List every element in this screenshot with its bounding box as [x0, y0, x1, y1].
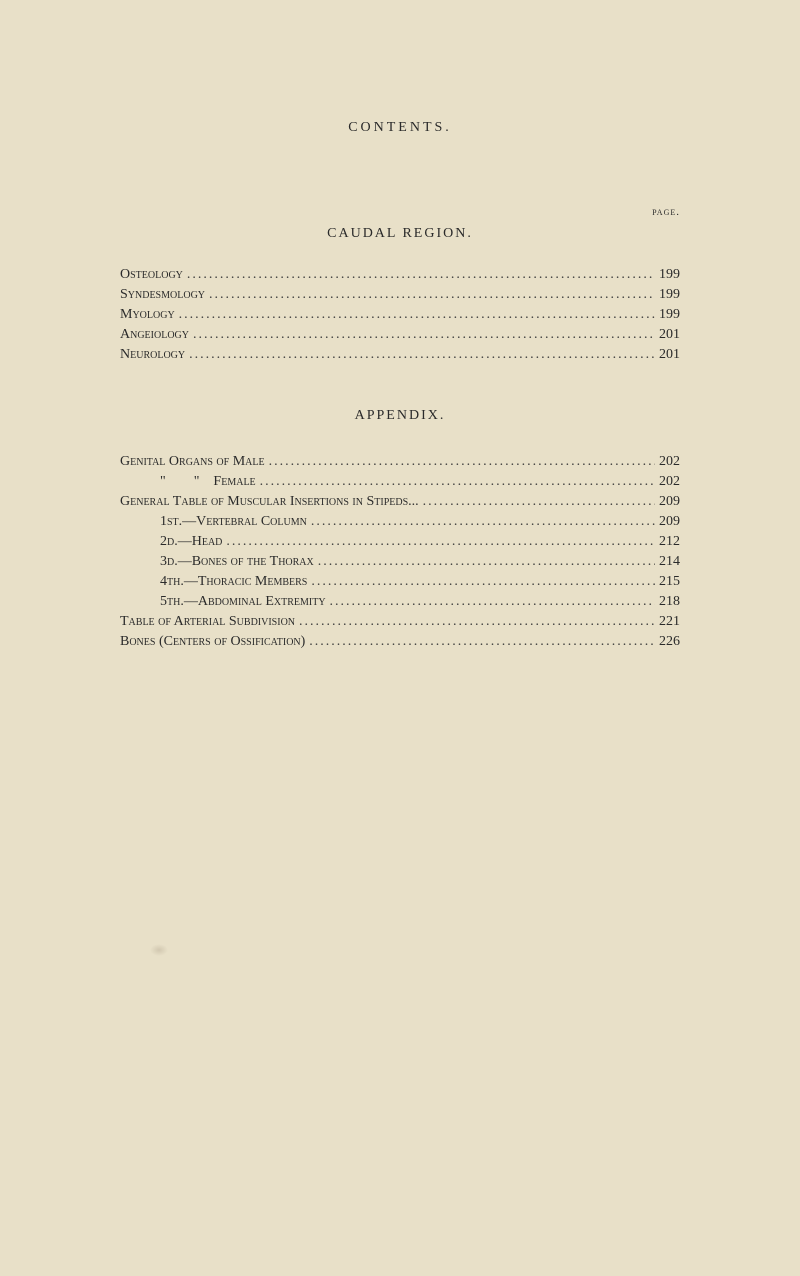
toc-dots: ........................................…	[193, 327, 655, 343]
toc-page-number: 221	[659, 614, 680, 630]
toc-page-number: 199	[659, 307, 680, 323]
toc-page-number: 199	[659, 287, 680, 303]
toc-entry: 3d.—Bones of the Thorax.................…	[120, 554, 680, 570]
toc-label: General Table of Muscular Insertions in …	[120, 494, 419, 510]
toc-page-number: 212	[659, 534, 680, 550]
toc-label: Table of Arterial Subdivision	[120, 614, 295, 630]
toc-page-number: 214	[659, 554, 680, 570]
toc-label: Osteology	[120, 267, 183, 283]
toc-label: Neurology	[120, 347, 185, 363]
page-label: page.	[120, 206, 680, 218]
toc-dots: ........................................…	[330, 594, 655, 610]
page-title: CONTENTS.	[120, 120, 680, 136]
toc-entry: 1st.—Vertebral Column...................…	[120, 514, 680, 530]
toc-dots: ........................................…	[311, 514, 655, 530]
toc-page-number: 209	[659, 494, 680, 510]
toc-page-number: 202	[659, 474, 680, 490]
toc-label: 5th.—Abdominal Extremity	[120, 594, 326, 610]
toc-entry: Osteology...............................…	[120, 267, 680, 283]
toc-dots: ........................................…	[189, 347, 655, 363]
toc-entry: 2d.—Head................................…	[120, 534, 680, 550]
toc-dots: ........................................…	[311, 574, 655, 590]
section-heading-appendix: APPENDIX.	[120, 408, 680, 424]
toc-dots: ........................................…	[269, 454, 655, 470]
toc-page-number: 202	[659, 454, 680, 470]
toc-entry: Myology.................................…	[120, 307, 680, 323]
toc-entry: Neurology...............................…	[120, 347, 680, 363]
toc-dots: ........................................…	[187, 267, 655, 283]
toc-dots: ........................................…	[309, 634, 655, 650]
toc-label: 2d.—Head	[120, 534, 222, 550]
toc-dots: ........................................…	[226, 534, 655, 550]
toc-page-number: 209	[659, 514, 680, 530]
toc-page-number: 215	[659, 574, 680, 590]
toc-dots: ........................................…	[318, 554, 655, 570]
toc-label: " " Female	[120, 474, 256, 490]
toc-page-number: 201	[659, 327, 680, 343]
paper-smudge	[150, 944, 168, 956]
toc-page-number: 199	[659, 267, 680, 283]
toc-label: 4th.—Thoracic Members	[120, 574, 307, 590]
toc-label: Bones (Centers of Ossification)	[120, 634, 305, 650]
toc-label: Angeiology	[120, 327, 189, 343]
toc-entry: Table of Arterial Subdivision...........…	[120, 614, 680, 630]
section-heading-caudal: CAUDAL REGION.	[120, 226, 680, 242]
toc-label: Myology	[120, 307, 175, 323]
toc-dots: ........................................…	[260, 474, 655, 490]
toc-entry: Angeiology..............................…	[120, 327, 680, 343]
toc-page-number: 201	[659, 347, 680, 363]
toc-section-2: Genital Organs of Male..................…	[120, 454, 680, 650]
toc-page-number: 226	[659, 634, 680, 650]
toc-entry: Syndesmology............................…	[120, 287, 680, 303]
toc-section-1: Osteology...............................…	[120, 267, 680, 363]
toc-entry: Genital Organs of Male..................…	[120, 454, 680, 470]
toc-dots: ........................................…	[423, 494, 655, 510]
toc-label: 3d.—Bones of the Thorax	[120, 554, 314, 570]
toc-page-number: 218	[659, 594, 680, 610]
toc-entry: " " Female..............................…	[120, 474, 680, 490]
toc-entry: Bones (Centers of Ossification).........…	[120, 634, 680, 650]
toc-label: Syndesmology	[120, 287, 205, 303]
toc-dots: ........................................…	[299, 614, 655, 630]
toc-label: 1st.—Vertebral Column	[120, 514, 307, 530]
toc-dots: ........................................…	[209, 287, 655, 303]
toc-entry: 4th.—Thoracic Members...................…	[120, 574, 680, 590]
toc-entry: General Table of Muscular Insertions in …	[120, 494, 680, 510]
toc-label: Genital Organs of Male	[120, 454, 265, 470]
toc-entry: 5th.—Abdominal Extremity................…	[120, 594, 680, 610]
toc-dots: ........................................…	[179, 307, 655, 323]
